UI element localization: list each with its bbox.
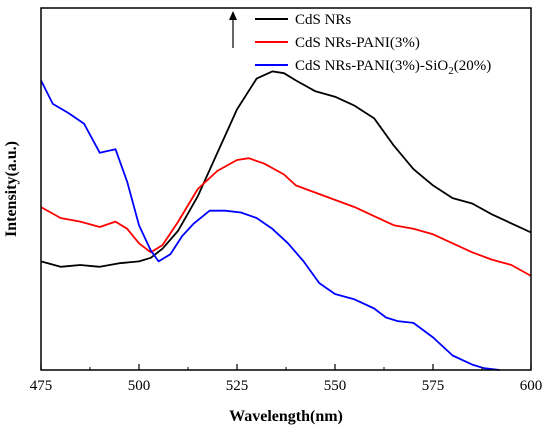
x-tick-label-0: 475 bbox=[30, 378, 53, 394]
series-layer bbox=[40, 70, 532, 371]
legend-label-cds-nrs: CdS NRs bbox=[295, 12, 351, 28]
legend: CdS NRs CdS NRs-PANI(3%) CdS NRs-PANI(3%… bbox=[229, 11, 491, 77]
legend-label-cds-pani-sio2: CdS NRs-PANI(3%)-SiO2(20%) bbox=[295, 58, 491, 77]
series-line-2 bbox=[40, 79, 500, 371]
x-tick-label-4: 575 bbox=[422, 378, 445, 394]
x-tick-label-5: 600 bbox=[520, 378, 543, 394]
x-axis-ticks: 475 500 525 550 575 600 bbox=[30, 364, 543, 394]
x-tick-label-3: 550 bbox=[324, 378, 347, 394]
series-line-1 bbox=[40, 157, 532, 277]
legend-label-end: (20%) bbox=[454, 58, 492, 74]
legend-label-main: CdS NRs-PANI(3%)-SiO bbox=[295, 58, 448, 74]
arrow-up-icon bbox=[229, 11, 237, 48]
x-tick-label-2: 525 bbox=[226, 378, 249, 394]
x-tick-label-1: 500 bbox=[128, 378, 151, 394]
y-axis-title: Intensity(a.u.) bbox=[3, 141, 20, 237]
legend-label-subscript: 2 bbox=[448, 65, 454, 77]
legend-label-cds-pani: CdS NRs-PANI(3%) bbox=[295, 35, 420, 51]
series-line-0 bbox=[40, 70, 532, 268]
x-axis-title: Wavelength(nm) bbox=[229, 408, 343, 425]
